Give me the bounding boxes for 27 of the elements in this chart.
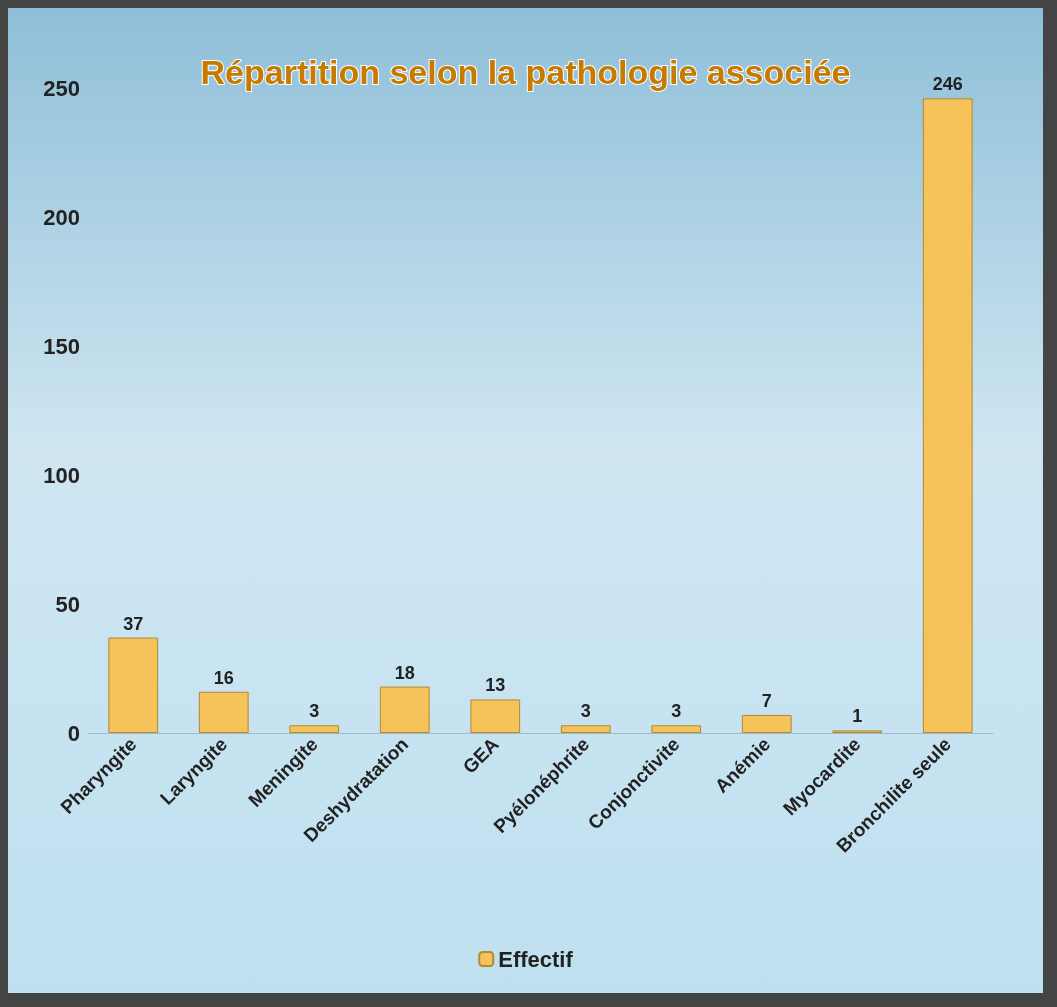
y-tick-label: 0 — [67, 720, 80, 746]
y-tick-label: 100 — [43, 462, 80, 488]
bar — [289, 725, 340, 733]
y-tick-label: 50 — [55, 591, 80, 617]
bar — [198, 691, 249, 733]
data-label: 37 — [123, 613, 144, 634]
y-tick-label: 150 — [43, 333, 80, 359]
bar — [470, 699, 521, 733]
bar — [379, 686, 430, 733]
data-label: 7 — [761, 690, 772, 711]
chart-title: Répartition selon la pathologie associée — [200, 53, 851, 91]
data-label: 16 — [213, 667, 234, 688]
bar — [560, 725, 611, 733]
y-tick-label: 250 — [43, 75, 80, 101]
data-label: 1 — [852, 706, 863, 727]
data-label: 3 — [580, 701, 591, 722]
legend-label: Effectif — [498, 946, 574, 972]
data-label: 246 — [932, 74, 963, 95]
bar — [108, 637, 159, 733]
data-label: 3 — [309, 701, 320, 722]
y-tick-label: 200 — [43, 204, 80, 230]
data-label: 13 — [485, 675, 506, 696]
data-label: 3 — [671, 701, 682, 722]
bar — [741, 714, 792, 733]
bar — [922, 98, 973, 733]
bar — [651, 725, 702, 733]
data-label: 18 — [394, 662, 415, 683]
